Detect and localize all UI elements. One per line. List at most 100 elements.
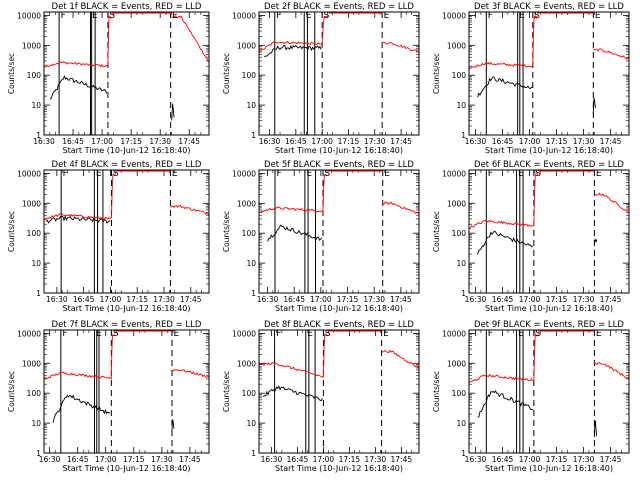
x-tick-label: 17:45 — [390, 137, 412, 146]
plot-area — [259, 170, 419, 293]
marker-label: S — [325, 169, 331, 179]
y-axis-label: Counts/sec — [432, 211, 441, 252]
y-tick-label: 1 — [251, 131, 256, 140]
y-tick-label: 10000 — [17, 11, 41, 20]
y-tick-label: 1 — [36, 449, 41, 458]
panel-title: Det 8f BLACK = Events, RED = LLD — [264, 320, 414, 330]
x-tick-label: 17:00 — [311, 137, 333, 146]
y-tick-label: 1000 — [22, 41, 41, 50]
lld-line — [322, 333, 328, 378]
marker-label: F — [488, 11, 493, 21]
y-tick-label: 10 — [31, 101, 41, 110]
y-axis-label: Counts/sec — [222, 371, 231, 412]
x-axis-label: Start Time (10-Jun-12 16:18:40) — [275, 464, 403, 473]
lld-line — [381, 41, 419, 53]
events-line — [262, 385, 323, 402]
events-line — [264, 44, 322, 58]
y-tick-label: 100 — [452, 229, 467, 238]
y-tick-label: 1000 — [22, 199, 41, 208]
marker-label: F — [488, 329, 493, 339]
lld-line — [170, 204, 209, 216]
y-tick-label: 10 — [246, 101, 256, 110]
marker-label: S — [535, 169, 541, 179]
y-tick-label: 10 — [456, 259, 466, 268]
x-tick-label: 16:45 — [73, 295, 95, 304]
marker-label: E — [307, 329, 313, 339]
x-tick-label: 17:15 — [546, 295, 568, 304]
panel-det-9: Det 9f BLACK = Events, RED = LLD Start Ti… — [432, 320, 630, 473]
x-tick-label: 16:45 — [287, 455, 309, 464]
x-axis-label: Start Time (10-Jun-12 16:18:40) — [275, 304, 403, 313]
plot-frame — [258, 169, 420, 294]
marker-label: S — [109, 11, 115, 21]
x-tick-label: 17:30 — [364, 137, 386, 146]
panel-det-8: Det 8f BLACK = Events, RED = LLD Start Ti… — [222, 320, 420, 473]
events-line — [477, 390, 533, 418]
x-axis-label: Start Time (10-Jun-12 16:18:40) — [485, 146, 613, 155]
x-tick-label: 17:30 — [153, 295, 175, 304]
x-tick-label: 16:30 — [465, 455, 487, 464]
x-tick-label: 16:45 — [492, 455, 514, 464]
y-tick-label: 100 — [27, 71, 42, 80]
lld-line — [381, 349, 419, 370]
x-tick-label: 17:15 — [546, 455, 568, 464]
x-tick-label: 17:30 — [149, 137, 171, 146]
y-tick-label: 1000 — [237, 199, 256, 208]
lld-line — [107, 14, 112, 66]
x-tick-label: 17:45 — [390, 295, 412, 304]
y-axis-label: Counts/sec — [7, 371, 16, 412]
marker-label: F — [276, 329, 281, 339]
x-tick-label: 17:15 — [123, 455, 145, 464]
marker-label: S — [113, 169, 119, 179]
marker-label: E — [96, 169, 102, 179]
lld-line — [259, 361, 324, 378]
marker-label: E — [306, 11, 312, 21]
x-tick-label: 17:45 — [600, 295, 622, 304]
x-tick-label: 17:30 — [573, 137, 595, 146]
y-tick-label: 10 — [246, 259, 256, 268]
marker-label: E — [306, 169, 312, 179]
y-axis-label: Counts/sec — [432, 371, 441, 412]
x-tick-label: 17:30 — [573, 295, 595, 304]
plot-frame — [468, 329, 630, 454]
y-tick-label: 1000 — [447, 41, 466, 50]
panel-title: Det 1f BLACK = Events, RED = LLD — [52, 2, 202, 12]
lld-line — [382, 201, 419, 215]
y-axis-label: Counts/sec — [222, 53, 231, 94]
lld-line — [110, 333, 115, 379]
panel-title: Det 6f BLACK = Events, RED = LLD — [474, 160, 624, 170]
panel-det-4: Det 4f BLACK = Events, RED = LLD Start Ti… — [7, 160, 210, 313]
y-tick-label: 100 — [27, 229, 42, 238]
x-tick-label: 16:30 — [39, 455, 61, 464]
marker-label: S — [535, 329, 541, 339]
x-tick-label: 17:00 — [313, 455, 335, 464]
y-tick-label: 1 — [36, 289, 41, 298]
x-tick-label: 16:45 — [67, 455, 89, 464]
x-tick-label: 17:00 — [100, 295, 122, 304]
y-tick-label: 1000 — [237, 41, 256, 50]
lld-line — [171, 15, 209, 62]
x-axis-label: Start Time (10-Jun-12 16:18:40) — [275, 146, 403, 155]
marker-label: E — [519, 11, 525, 21]
panel-det-2: Det 2f BLACK = Events, RED = LLD Start Ti… — [222, 2, 420, 155]
events-line — [49, 75, 108, 100]
y-axis-label: Counts/sec — [222, 211, 231, 252]
y-tick-label: 10000 — [232, 11, 256, 20]
lld-line — [44, 371, 112, 380]
plot-frame — [43, 329, 210, 454]
marker-label: E — [383, 329, 389, 339]
lld-line — [594, 361, 629, 380]
panel-title: Det 4f BLACK = Events, RED = LLD — [52, 160, 202, 170]
events-line — [593, 420, 598, 438]
x-axis-label: Start Time (10-Jun-12 16:18:40) — [63, 304, 191, 313]
panel-title: Det 3f BLACK = Events, RED = LLD — [474, 2, 624, 12]
x-tick-label: 16:45 — [492, 295, 514, 304]
x-tick-label: 17:00 — [519, 455, 541, 464]
y-tick-label: 10000 — [232, 169, 256, 178]
panel-title: Det 5f BLACK = Events, RED = LLD — [264, 160, 414, 170]
events-line — [477, 76, 533, 98]
events-line — [171, 419, 175, 431]
y-tick-label: 10000 — [442, 169, 466, 178]
y-tick-label: 1000 — [22, 359, 41, 368]
